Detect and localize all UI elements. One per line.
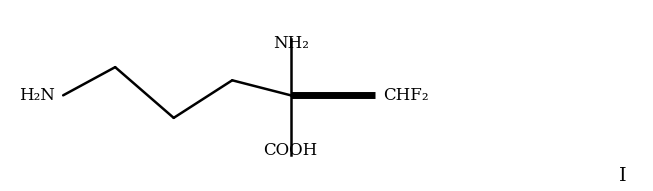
Text: NH₂: NH₂ [273, 35, 309, 52]
Text: H₂N: H₂N [20, 87, 56, 104]
Text: CHF₂: CHF₂ [383, 87, 428, 104]
Text: COOH: COOH [264, 142, 318, 159]
Text: I: I [618, 167, 626, 185]
